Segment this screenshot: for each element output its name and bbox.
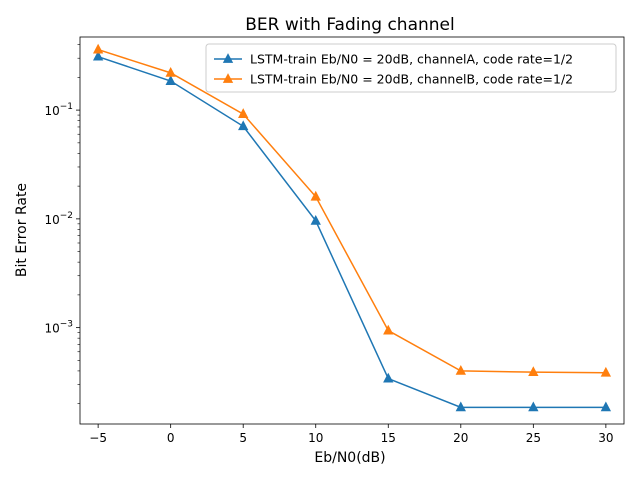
chart-title: BER with Fading channel bbox=[245, 15, 454, 35]
series-2 bbox=[92, 43, 612, 377]
x-tick-label: 5 bbox=[239, 431, 247, 445]
y-axis-label: Bit Error Rate bbox=[14, 183, 30, 277]
legend-marker bbox=[222, 73, 234, 83]
data-point bbox=[165, 75, 176, 85]
data-point bbox=[238, 108, 249, 118]
series-1 bbox=[92, 50, 612, 412]
legend-box bbox=[205, 43, 617, 93]
data-point bbox=[528, 401, 539, 412]
data-point bbox=[310, 214, 321, 225]
legend: LSTM-train Eb/N0 = 20dB, channelA, code … bbox=[205, 43, 617, 93]
axes-layer: −5 0 5 10 15 20 25 30 10−1 10−2 10−3 bbox=[44, 36, 625, 445]
data-point bbox=[238, 120, 249, 131]
data-point bbox=[92, 50, 104, 61]
x-tick-label: 20 bbox=[453, 431, 468, 445]
data-point bbox=[165, 67, 176, 77]
data-point bbox=[455, 365, 466, 375]
legend-label: LSTM-train Eb/N0 = 20dB, channelB, code … bbox=[250, 72, 573, 87]
legend-item: LSTM-train Eb/N0 = 20dB, channelB, code … bbox=[214, 72, 573, 87]
legend-label: LSTM-train Eb/N0 = 20dB, channelA, code … bbox=[250, 52, 573, 67]
data-point bbox=[92, 43, 104, 54]
x-tick-label: 15 bbox=[381, 431, 396, 445]
y-tick-label: 10−1 bbox=[44, 102, 73, 118]
data-point bbox=[600, 366, 612, 377]
x-tick-label: 0 bbox=[167, 431, 175, 445]
data-point bbox=[383, 372, 394, 383]
data-point bbox=[310, 190, 321, 201]
series-line bbox=[97, 48, 606, 374]
legend-item: LSTM-train Eb/N0 = 20dB, channelA, code … bbox=[214, 52, 573, 67]
data-point bbox=[528, 366, 539, 377]
x-tick-label: 10 bbox=[308, 431, 323, 445]
data-point bbox=[455, 401, 466, 412]
x-tick-label: −5 bbox=[89, 431, 107, 445]
legend-marker bbox=[222, 53, 234, 63]
x-tick-label: 25 bbox=[526, 431, 541, 445]
data-point bbox=[383, 324, 394, 335]
x-tick-label: 30 bbox=[598, 431, 613, 445]
y-tick-label: 10−3 bbox=[44, 320, 73, 336]
x-axis-label: Eb/N0(dB) bbox=[314, 450, 385, 466]
series-line bbox=[97, 55, 606, 409]
plot-frame bbox=[79, 36, 625, 425]
data-point bbox=[600, 401, 612, 412]
series-layer bbox=[92, 43, 612, 412]
y-tick-label: 10−2 bbox=[44, 211, 73, 227]
